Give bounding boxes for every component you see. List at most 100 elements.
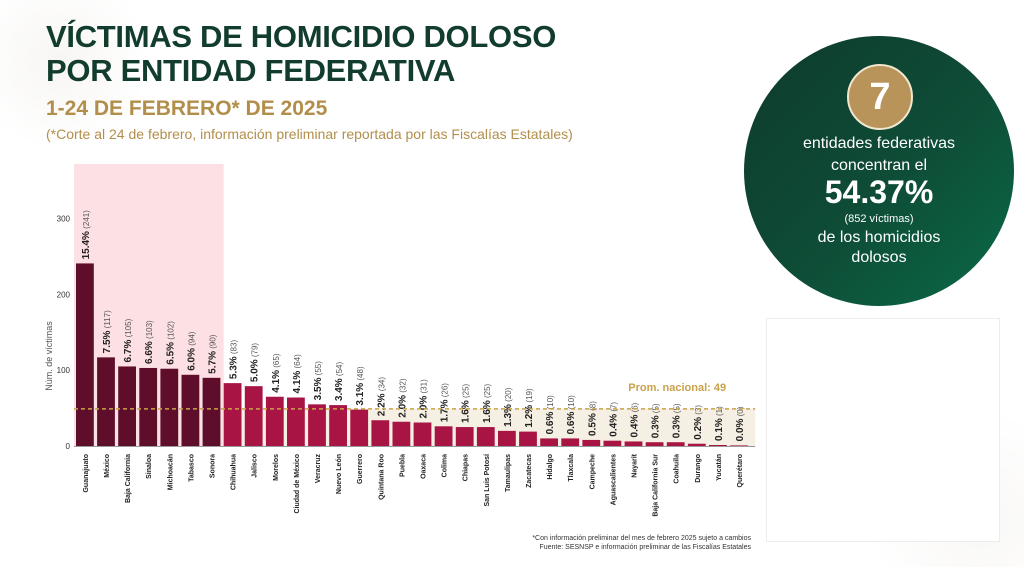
data-label-count: (65) — [272, 353, 281, 370]
data-label-count: (90) — [209, 334, 218, 351]
x-tick-label: Tlaxcala — [568, 454, 575, 482]
x-tick-label: Querétaro — [737, 454, 744, 487]
data-label-percent: 2.0% — [419, 396, 430, 419]
y-tick-label: 200 — [57, 290, 71, 299]
x-tick-label: México — [104, 454, 111, 478]
bar — [97, 357, 115, 446]
bar — [181, 374, 200, 446]
data-label: 6.7% (105) — [123, 318, 134, 362]
data-label: 0.5% (8) — [587, 401, 598, 436]
bar — [265, 396, 284, 446]
source-note: *Con información preliminar del mes de f… — [532, 534, 751, 552]
y-axis-label: Núm. de víctimas — [44, 321, 54, 391]
x-tick-label: Guanajuato — [83, 454, 90, 493]
x-tick-label: Ciudad de México — [294, 454, 301, 514]
data-label: 7.5% (117) — [102, 310, 113, 353]
x-tick-label: Tamaulipas — [505, 454, 512, 492]
bar — [202, 377, 221, 446]
x-tick-label: Nuevo León — [336, 454, 343, 494]
summary-line-4: dolosos — [851, 249, 907, 266]
x-tick-label: Durango — [695, 454, 702, 483]
data-label-count: (32) — [398, 378, 407, 395]
x-tick-label: San Luis Potosí — [484, 453, 491, 507]
data-label: 4.1% (65) — [271, 353, 282, 393]
data-label: 2.2% (34) — [376, 377, 387, 417]
x-tick-label: Coahuila — [674, 454, 681, 484]
bar — [413, 422, 432, 446]
data-label-count: (103) — [145, 320, 154, 341]
bar — [687, 443, 706, 446]
data-label-count: (64) — [293, 354, 302, 371]
bar — [139, 367, 158, 446]
data-label-percent: 15.4% — [81, 231, 92, 259]
bar — [624, 441, 643, 446]
data-label-percent: 3.5% — [313, 377, 324, 400]
data-label: 2.0% (31) — [419, 379, 430, 419]
data-label-count: (20) — [504, 387, 513, 404]
data-label-percent: 1.7% — [440, 399, 451, 422]
bar — [244, 386, 263, 446]
x-tick-label: Morelos — [273, 454, 280, 481]
data-label: 15.4% (241) — [81, 210, 92, 260]
bar — [561, 438, 580, 446]
data-label-count: (48) — [356, 366, 365, 383]
summary-percent: 54.37% — [824, 174, 934, 210]
data-label-count: (7) — [609, 402, 618, 414]
data-label-count: (25) — [462, 383, 471, 400]
data-label-count: (79) — [251, 343, 260, 360]
bar — [160, 368, 179, 446]
summary-circle: 7 entidades federativas concentran el 54… — [744, 36, 1014, 306]
bar — [666, 442, 685, 446]
source-line-1: *Con información preliminar del mes de f… — [532, 535, 751, 542]
data-label-count: (31) — [420, 379, 429, 396]
data-label: 6.0% (94) — [186, 331, 197, 371]
x-tick-label: Chiapas — [463, 454, 470, 481]
bar — [350, 409, 369, 446]
data-label: 3.5% (55) — [313, 361, 324, 401]
bar — [308, 404, 326, 446]
data-label: 0.1% (1) — [714, 406, 725, 441]
x-tick-label: Tabasco — [188, 454, 195, 482]
data-label-percent: 0.4% — [608, 414, 619, 437]
x-tick-label: Baja California Sur — [653, 454, 660, 517]
data-label-percent: 2.0% — [397, 395, 408, 418]
bar — [603, 440, 622, 446]
data-label: 1.6% (25) — [482, 383, 493, 423]
data-label: 0.2% (3) — [693, 405, 704, 440]
x-tick-label: Nayarit — [632, 453, 639, 477]
data-label-count: (0) — [736, 406, 745, 418]
data-label: 6.6% (103) — [144, 320, 155, 364]
summary-line-2: concentran el — [830, 157, 928, 174]
data-label-count: (94) — [187, 331, 196, 348]
data-label-percent: 5.0% — [250, 359, 261, 382]
data-label: 2.0% (32) — [397, 378, 408, 418]
bar — [76, 263, 94, 446]
date-subtitle: 1-24 DE FEBRERO* DE 2025 — [46, 97, 328, 120]
data-label-count: (26) — [441, 383, 450, 400]
data-label-count: (1) — [715, 406, 724, 418]
x-tick-label: Hidalgo — [547, 454, 554, 480]
bar — [118, 366, 136, 446]
data-label-count: (10) — [567, 395, 576, 412]
bar — [730, 445, 748, 446]
count-badge: 7 — [847, 64, 913, 130]
data-label: 5.3% (83) — [229, 340, 240, 380]
bar — [287, 397, 305, 446]
data-label-percent: 1.6% — [482, 400, 493, 423]
bar-chart: 0 100 200 300 Núm. de víctimas 15.4% (241) Gua… — [44, 164, 756, 517]
data-label-percent: 4.1% — [292, 371, 303, 394]
bar — [540, 438, 558, 446]
data-label-percent: 1.3% — [503, 404, 514, 427]
data-label: 4.1% (64) — [292, 354, 303, 394]
title-line-1: VÍCTIMAS DE HOMICIDIO DOLOSO — [46, 19, 557, 54]
data-label-percent: 6.6% — [144, 341, 155, 364]
x-tick-label: Sonora — [210, 454, 217, 478]
bar — [519, 431, 537, 446]
data-label-count: (3) — [694, 405, 703, 417]
cutoff-note: (*Corte al 24 de febrero, información pr… — [46, 126, 573, 142]
data-label-percent: 5.3% — [229, 356, 240, 379]
data-label-percent: 0.5% — [587, 413, 598, 436]
data-label-percent: 6.7% — [123, 340, 134, 363]
x-tick-label: Sinaloa — [146, 454, 153, 479]
data-label-percent: 0.6% — [545, 412, 556, 435]
